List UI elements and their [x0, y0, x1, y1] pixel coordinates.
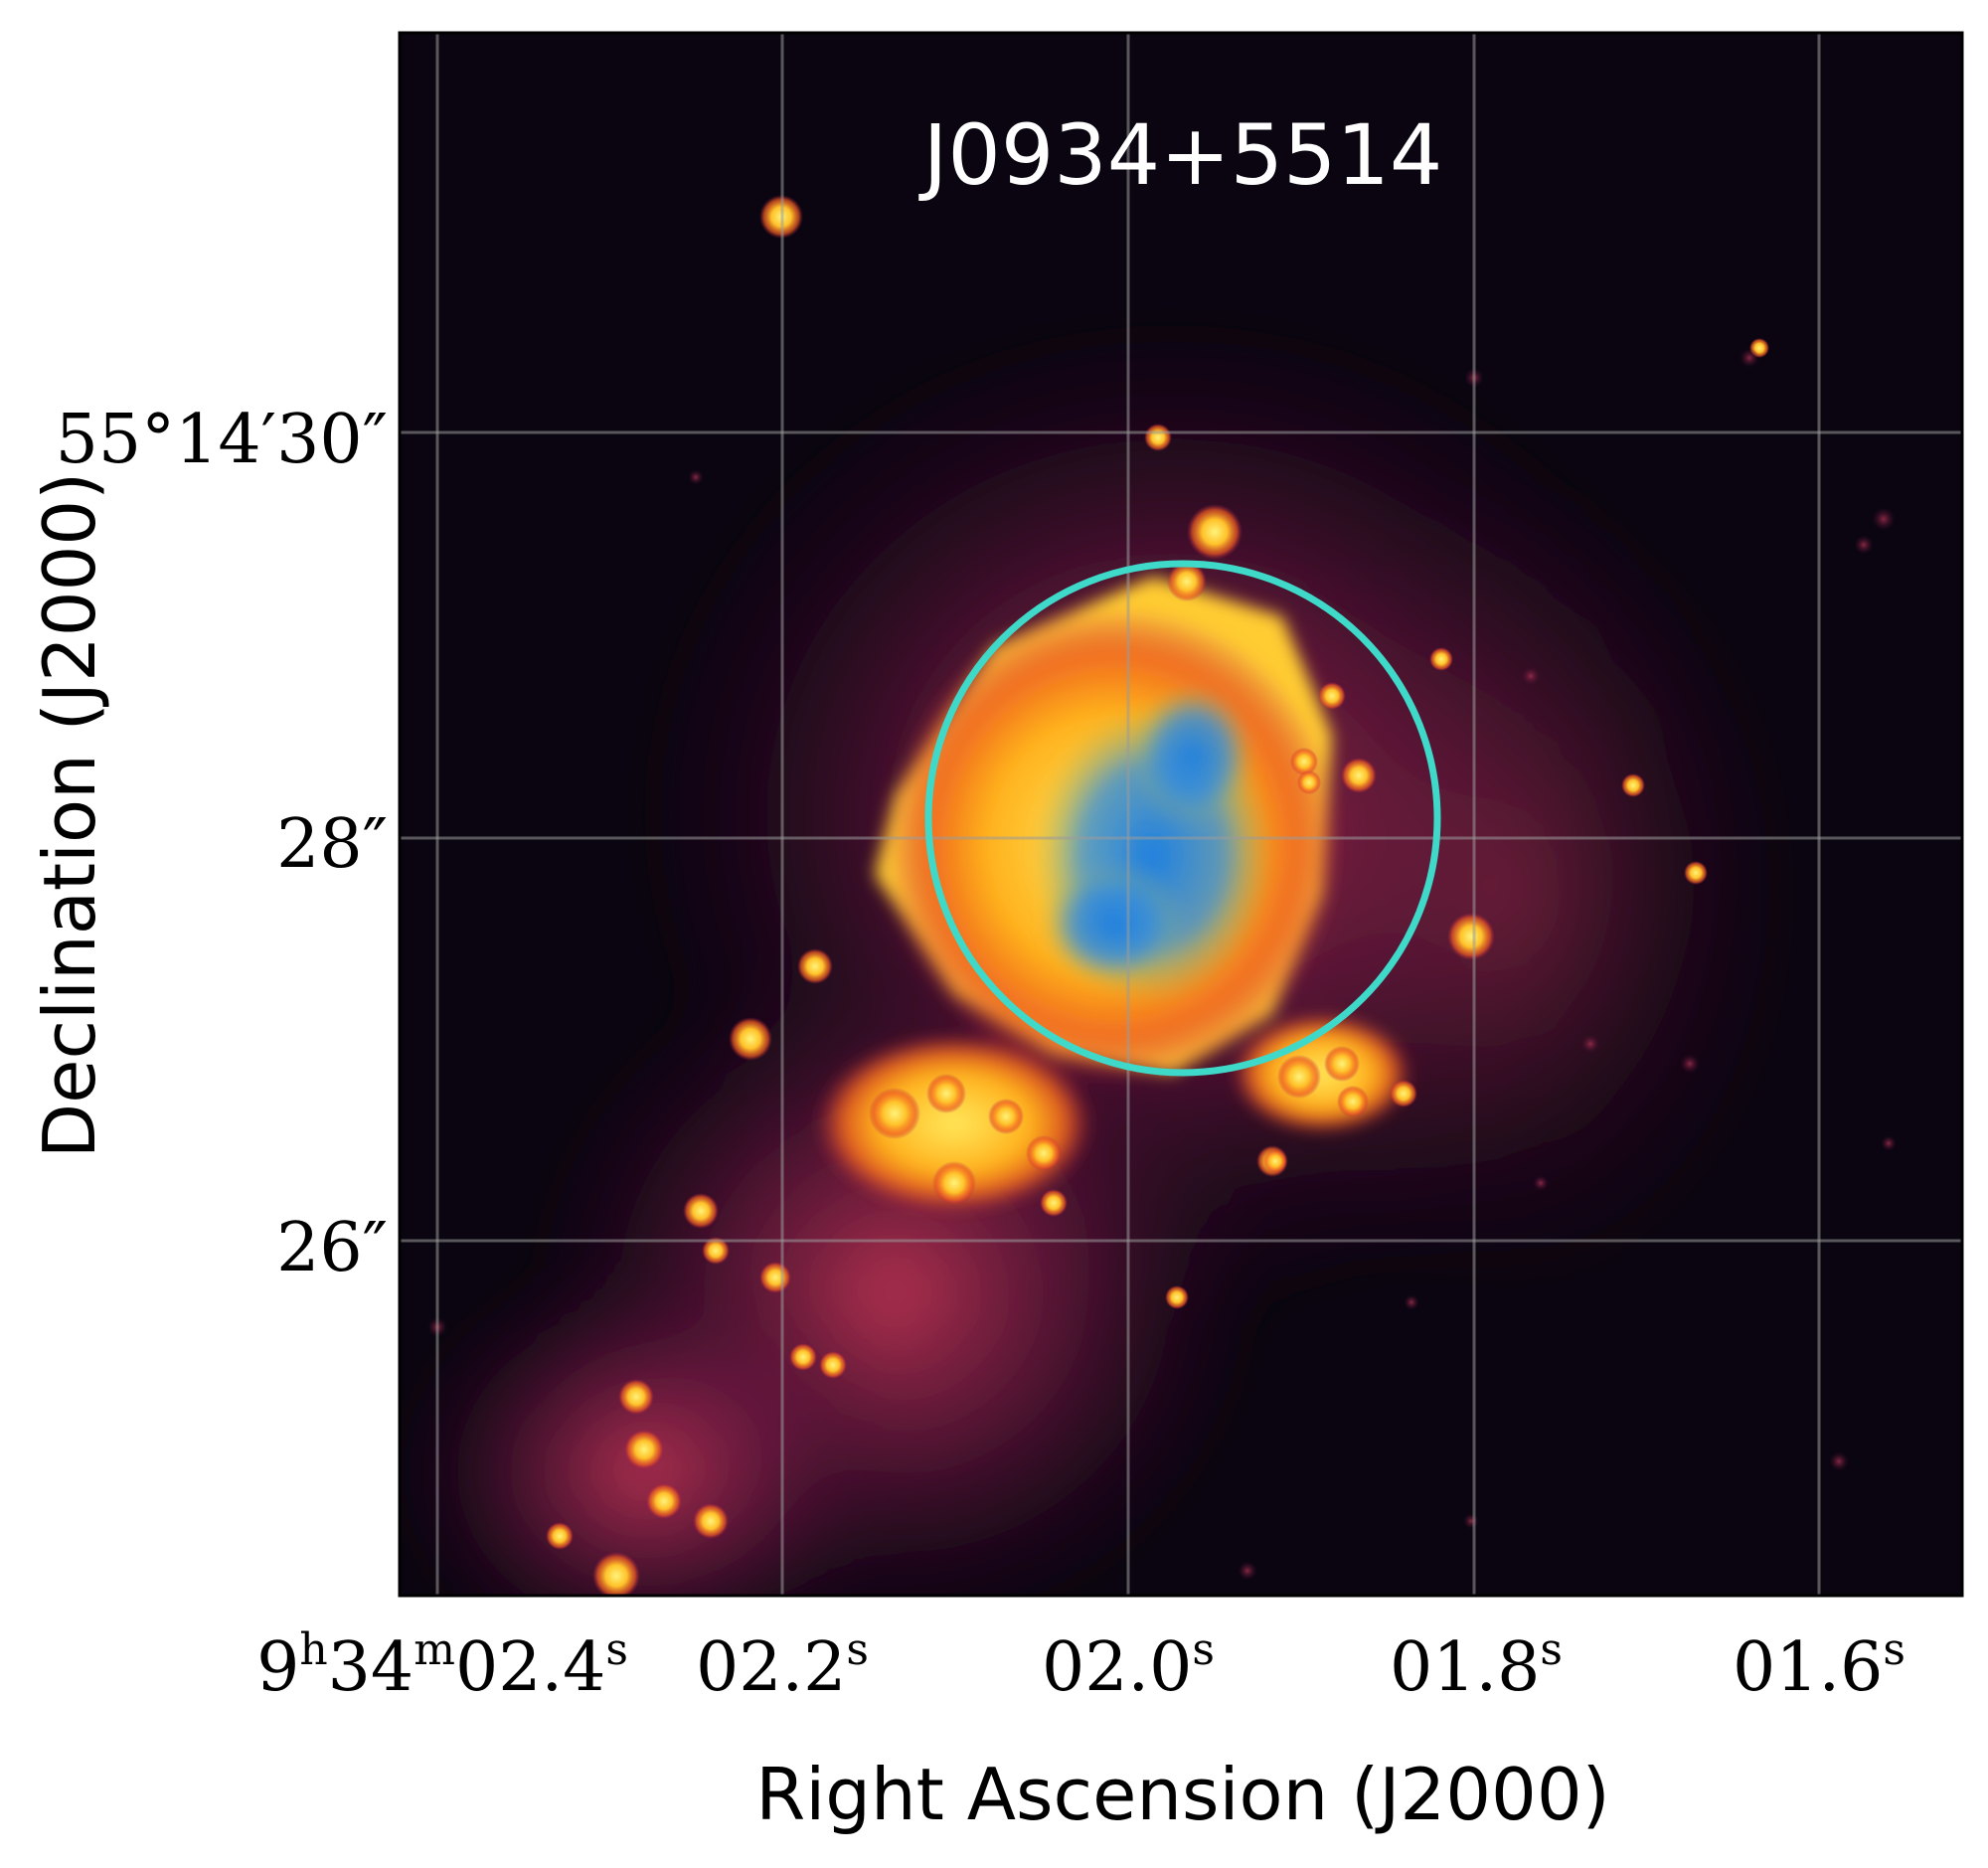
- y-axis-title: Declination (J2000): [28, 472, 111, 1159]
- faint-source: [688, 469, 704, 485]
- point-source: [646, 1483, 682, 1519]
- point-source: [1026, 1135, 1062, 1171]
- faint-source: [1872, 507, 1896, 531]
- point-source: [926, 1074, 966, 1113]
- point-source: [729, 1017, 772, 1061]
- image-title: J0934+5514: [918, 106, 1443, 204]
- dec-tick-labels: 55°14′30″ 28″ 26″: [56, 401, 388, 1287]
- point-source: [797, 948, 833, 984]
- point-source: [1337, 1086, 1369, 1117]
- point-source: [702, 1237, 730, 1265]
- point-source: [1390, 1080, 1417, 1107]
- x-axis-title: Right Ascension (J2000): [755, 1753, 1610, 1836]
- point-source: [592, 1552, 640, 1596]
- point-source: [1341, 758, 1377, 793]
- point-source: [1187, 504, 1242, 560]
- aperture-circle: [924, 560, 1441, 1077]
- point-source: [1684, 861, 1708, 885]
- faint-source: [1463, 1513, 1479, 1529]
- point-source: [618, 1379, 654, 1415]
- ra-tick-label: 01.8s: [1390, 1624, 1563, 1707]
- ra-tick-labels: 9h34m02.4s 02.2s 02.0s 01.8s 01.6s: [256, 1624, 1905, 1707]
- faint-source: [1533, 1175, 1549, 1191]
- point-source: [1621, 773, 1645, 797]
- faint-source: [1238, 1561, 1257, 1581]
- faint-source: [1580, 1034, 1600, 1054]
- image-frame: [398, 31, 1964, 1598]
- dec-tick-label: 26″: [276, 1209, 388, 1287]
- point-source: [932, 1161, 976, 1205]
- point-source: [624, 1430, 664, 1469]
- point-source: [1040, 1189, 1068, 1217]
- point-sources: [427, 195, 1897, 1596]
- point-source: [693, 1503, 729, 1539]
- point-source: [683, 1193, 719, 1229]
- ra-tick-label: 02.0s: [1042, 1624, 1215, 1707]
- point-source: [1318, 682, 1346, 710]
- point-source: [759, 1262, 791, 1293]
- point-source: [1290, 748, 1318, 775]
- point-source: [988, 1099, 1024, 1134]
- ra-tick-label: 9h34m02.4s: [256, 1624, 628, 1707]
- faint-source: [1740, 348, 1759, 368]
- point-source: [1277, 1055, 1321, 1099]
- dec-tick-label: 28″: [276, 805, 388, 884]
- image-panel: [400, 33, 1962, 1596]
- point-source: [1167, 562, 1207, 601]
- point-source: [1297, 770, 1321, 794]
- point-source: [1165, 1285, 1189, 1309]
- faint-source: [1854, 535, 1874, 555]
- point-source: [819, 1351, 847, 1379]
- point-source: [869, 1088, 920, 1139]
- ra-tick-label: 01.6s: [1733, 1624, 1905, 1707]
- faint-source: [1881, 1135, 1897, 1151]
- point-source: [546, 1522, 574, 1550]
- faint-source: [1521, 666, 1541, 686]
- point-source: [1144, 424, 1172, 451]
- point-source: [1263, 1149, 1287, 1173]
- dec-tick-label: 55°14′30″: [56, 401, 388, 479]
- coordinate-grid: [400, 33, 1962, 1596]
- ra-tick-label: 02.2s: [696, 1624, 869, 1707]
- blue-core: [1034, 686, 1272, 1004]
- point-source: [1324, 1046, 1360, 1082]
- point-source: [789, 1343, 817, 1371]
- faint-source: [1680, 1054, 1700, 1074]
- point-source: [1429, 647, 1453, 671]
- faint-source: [1404, 1294, 1419, 1310]
- faint-source: [1829, 1451, 1849, 1471]
- point-source: [1447, 913, 1495, 960]
